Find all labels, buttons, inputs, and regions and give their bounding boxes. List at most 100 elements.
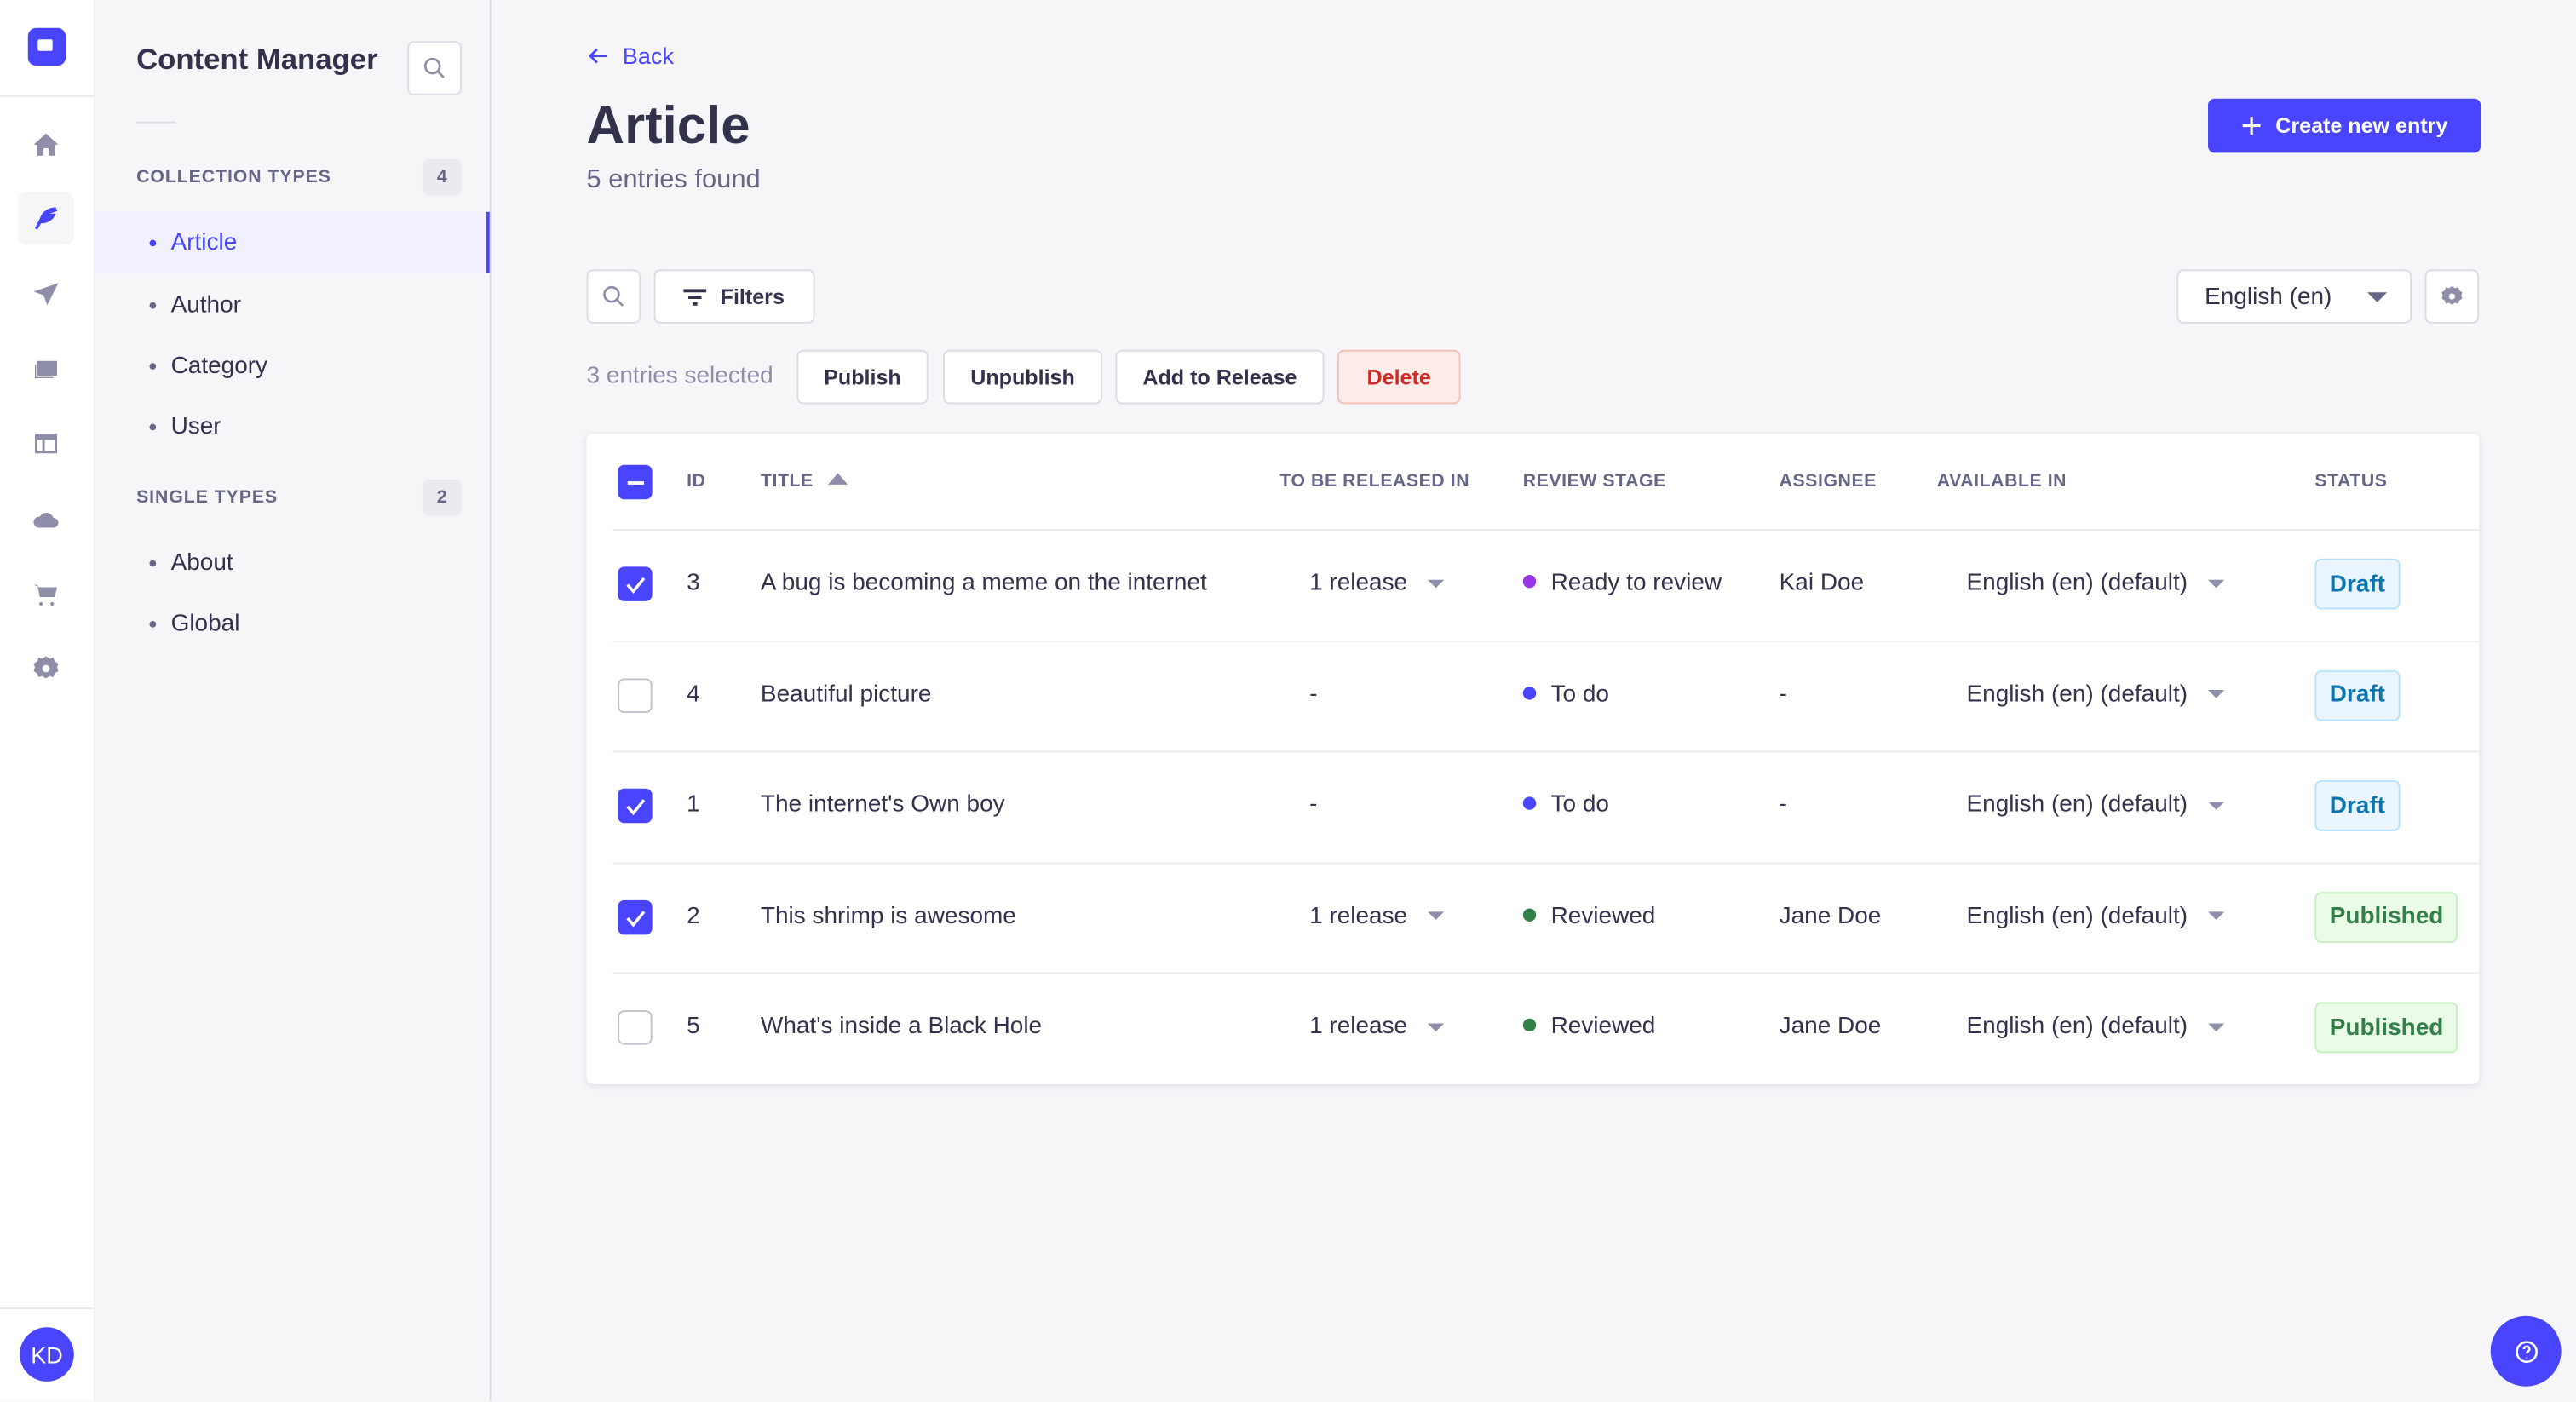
chevron-down-icon (1427, 579, 1444, 588)
row-checkbox[interactable] (618, 566, 653, 601)
sidebar-item-user[interactable]: User (95, 396, 490, 457)
page-title: Article (586, 95, 750, 155)
chevron-down-icon (2207, 579, 2224, 588)
chevron-down-icon (1427, 911, 1444, 921)
layout-icon[interactable] (18, 417, 74, 470)
divider (0, 95, 95, 97)
release-value: - (1309, 791, 1318, 819)
sidebar-search-button[interactable] (407, 41, 462, 95)
arrow-left-icon (589, 48, 607, 64)
cell-available-in[interactable]: English (en) (default) (1966, 791, 2224, 819)
cell-available-in[interactable]: English (en) (default) (1966, 570, 2224, 597)
delete-button[interactable]: Delete (1337, 349, 1461, 405)
question-icon (2515, 1340, 2538, 1363)
header-title[interactable]: TITLE (761, 471, 848, 491)
header-review-stage[interactable]: REVIEW STAGE (1522, 471, 1666, 491)
cell-assignee: - (1779, 791, 1787, 819)
header-assignee[interactable]: ASSIGNEE (1779, 471, 1877, 491)
sidebar-title: Content Manager (136, 43, 378, 76)
publish-button[interactable]: Publish (796, 349, 929, 405)
review-stage-dot (1522, 796, 1537, 810)
back-link[interactable]: Back (586, 43, 674, 69)
cell-title: A bug is becoming a meme on the internet (760, 570, 1207, 597)
locale-value: English (en) (2205, 283, 2332, 310)
header-id[interactable]: ID (687, 471, 706, 491)
cell-available-in[interactable]: English (en) (default) (1966, 681, 2224, 707)
cart-icon[interactable] (18, 568, 74, 621)
table-row[interactable]: 4 Beautiful picture - To do - English (en) (d… (612, 640, 2480, 750)
header-available-in: AVAILABLE IN (1936, 471, 2067, 491)
table-row[interactable]: 3 A bug is becoming a meme on the interne… (612, 528, 2480, 639)
row-checkbox[interactable] (618, 899, 653, 934)
release-value: 1 release (1309, 570, 1408, 597)
filters-button[interactable]: Filters (653, 269, 815, 324)
avatar[interactable]: KD (20, 1327, 74, 1382)
status-badge: Draft (2314, 780, 2401, 831)
feather-icon[interactable] (18, 192, 74, 245)
review-stage-dot (1522, 574, 1537, 589)
create-entry-button[interactable]: Create new entry (2207, 98, 2481, 153)
divider (136, 121, 176, 124)
sidebar-item-global[interactable]: Global (95, 593, 490, 653)
cell-title: What's inside a Black Hole (760, 1013, 1043, 1040)
cell-release: - (1309, 792, 1317, 819)
available-in-value: English (en) (default) (1966, 570, 2188, 597)
review-stage-value: To do (1550, 681, 1610, 708)
content-manager-sidebar: Content Manager COLLECTION TYPES 4 Artic… (95, 0, 492, 1402)
row-checkbox[interactable] (618, 788, 653, 824)
home-icon[interactable] (18, 118, 74, 171)
cell-release[interactable]: 1 release (1309, 570, 1444, 597)
cell-id: 4 (687, 681, 700, 708)
settings-button[interactable] (2424, 269, 2480, 324)
paper-plane-icon[interactable] (18, 267, 74, 320)
sidebar-item-label: Category (170, 352, 268, 379)
add-to-release-button[interactable]: Add to Release (1115, 349, 1325, 405)
status-badge: Published (2314, 1002, 2458, 1054)
review-stage-dot (1522, 907, 1537, 921)
review-stage-value: To do (1550, 791, 1610, 819)
gear-icon[interactable] (18, 642, 74, 695)
plus-icon (2242, 117, 2261, 135)
cell-id: 3 (687, 570, 700, 597)
divider (0, 1307, 95, 1310)
locale-select[interactable]: English (en) (2176, 269, 2412, 324)
review-stage-value: Reviewed (1550, 902, 1656, 929)
images-icon[interactable] (18, 343, 74, 396)
table-row[interactable]: 5 What's inside a Black Hole 1 release Revi… (612, 972, 2480, 1083)
sidebar-item-article[interactable]: Article (95, 211, 490, 273)
select-all-checkbox[interactable] (618, 464, 653, 500)
cloud-icon[interactable] (18, 493, 74, 546)
review-stage-value: Reviewed (1550, 1013, 1656, 1040)
sidebar-item-author[interactable]: Author (95, 274, 490, 335)
cell-available-in[interactable]: English (en) (default) (1966, 1014, 2224, 1040)
help-button[interactable] (2490, 1315, 2562, 1387)
collection-types-heading: COLLECTION TYPES (136, 167, 331, 187)
sidebar-item-label: Global (170, 610, 240, 637)
cell-release[interactable]: 1 release (1309, 1014, 1444, 1040)
entries-table: ID TITLE TO BE RELEASED IN REVIEW STAGE … (586, 434, 2480, 1084)
available-in-value: English (en) (default) (1966, 791, 2188, 819)
cell-review-stage: To do (1522, 681, 1610, 708)
table-row[interactable]: 1 The internet's Own boy - To do - English (e… (612, 750, 2480, 860)
row-checkbox[interactable] (618, 1010, 653, 1045)
row-checkbox[interactable] (618, 677, 653, 713)
cell-available-in[interactable]: English (en) (default) (1966, 902, 2224, 929)
release-value: - (1309, 681, 1318, 708)
chevron-down-icon (2207, 1022, 2224, 1031)
available-in-value: English (en) (default) (1966, 902, 2188, 929)
sidebar-item-label: About (170, 549, 233, 576)
selected-count: 3 entries selected (586, 363, 773, 390)
cell-title: Beautiful picture (760, 681, 932, 708)
cell-release[interactable]: 1 release (1309, 903, 1444, 929)
status-badge: Draft (2314, 669, 2401, 721)
strapi-logo[interactable] (27, 27, 66, 66)
search-button[interactable] (586, 269, 641, 324)
sidebar-item-about[interactable]: About (95, 532, 490, 593)
back-label: Back (622, 43, 674, 69)
header-status[interactable]: STATUS (2314, 471, 2388, 491)
chevron-down-icon (2367, 292, 2388, 302)
table-row[interactable]: 2 This shrimp is awesome 1 release Reviewed… (612, 861, 2480, 972)
main-content: Back Article 5 entries found Create new … (492, 0, 2576, 1401)
unpublish-button[interactable]: Unpublish (942, 349, 1103, 405)
sidebar-item-category[interactable]: Category (95, 335, 490, 395)
